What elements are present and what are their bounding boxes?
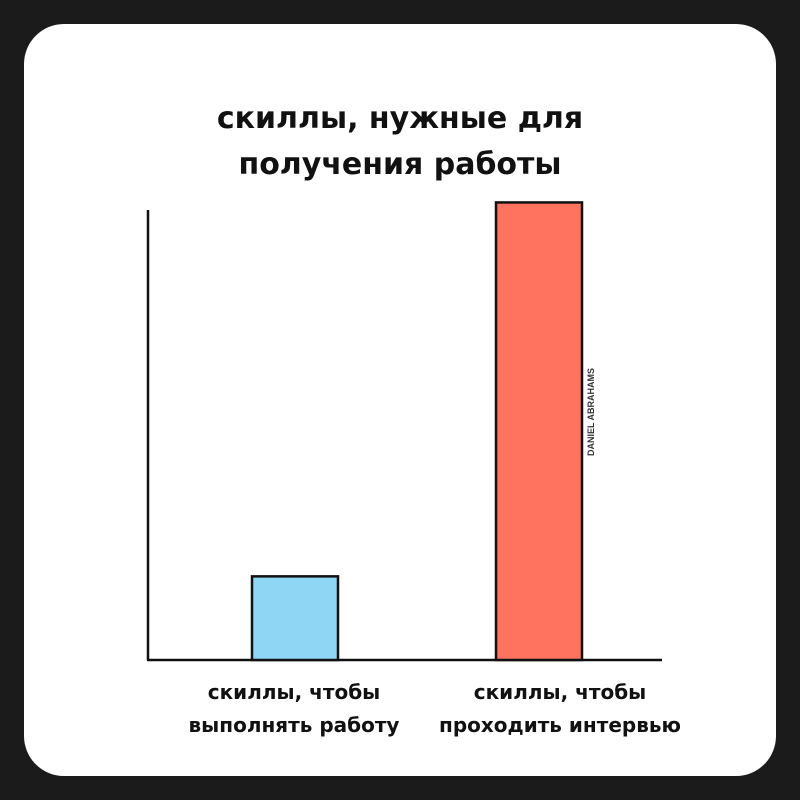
category-label-job-line-2: выполнять работу: [188, 713, 400, 737]
category-label-interview-line-2: проходить интервью: [439, 713, 681, 737]
chart-title-line-2: получения работы: [238, 147, 562, 182]
bar-interview-skills: [494, 201, 584, 662]
category-label-job: скиллы, чтобы выполнять работу: [154, 676, 434, 742]
watermark-signature: DANIEL ABRAHAMS: [586, 368, 596, 456]
chart-title: скиллы, нужные для получения работы: [0, 96, 800, 188]
chart-title-line-1: скиллы, нужные для: [216, 101, 584, 136]
category-label-job-line-1: скиллы, чтобы: [207, 680, 381, 704]
bar-job-skills: [250, 575, 340, 662]
category-label-interview: скиллы, чтобы проходить интервью: [420, 676, 700, 742]
category-label-interview-line-1: скиллы, чтобы: [473, 680, 647, 704]
card-background: [24, 24, 776, 776]
